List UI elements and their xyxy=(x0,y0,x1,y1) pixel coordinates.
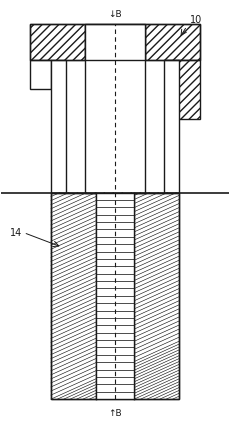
Bar xyxy=(164,60,178,192)
Bar xyxy=(30,24,85,60)
Text: 10: 10 xyxy=(190,15,202,25)
Text: ↓B: ↓B xyxy=(108,10,121,19)
Bar xyxy=(30,24,199,60)
Text: ↑B: ↑B xyxy=(108,409,121,418)
Bar xyxy=(165,60,199,119)
Bar xyxy=(51,192,178,399)
Bar xyxy=(30,60,51,89)
Bar xyxy=(51,60,65,192)
Bar xyxy=(144,24,199,60)
Bar xyxy=(85,24,144,192)
Bar xyxy=(85,24,144,60)
Text: 14: 14 xyxy=(10,228,22,238)
Bar xyxy=(95,192,134,399)
Bar xyxy=(51,192,178,399)
